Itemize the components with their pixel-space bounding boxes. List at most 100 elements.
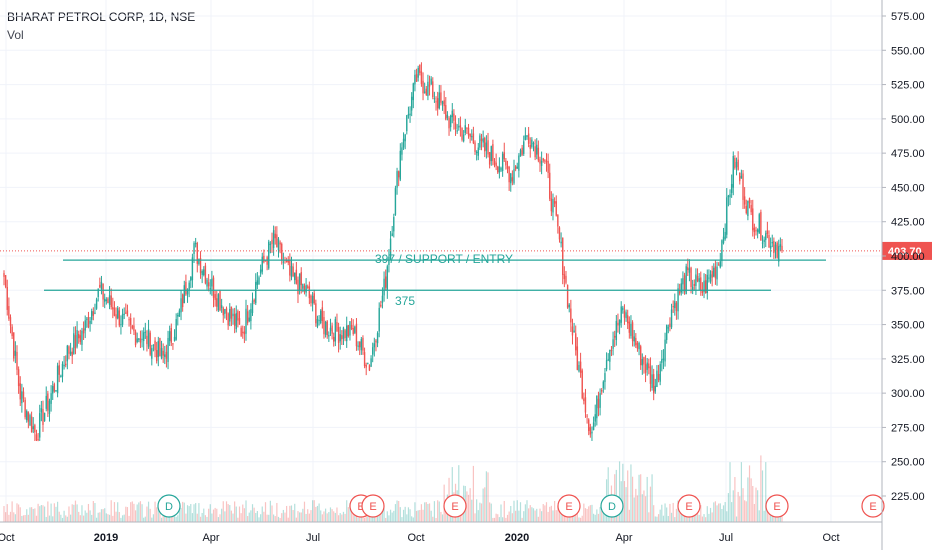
volume-bar [398,500,400,522]
dividend-marker[interactable]: D [600,494,624,518]
candle-body [220,305,223,309]
volume-bar [266,514,268,522]
candle-body [399,150,402,180]
candle-body [154,340,156,351]
candle-body [118,310,121,326]
candle-body [24,399,26,418]
candle-body [384,276,387,288]
candle-body [56,365,59,394]
volume-bar [618,461,621,522]
candle-body [422,80,424,94]
candle-body [219,291,221,311]
candle-body [441,101,444,105]
volume-bar [422,509,424,522]
volume-indicator-label[interactable]: Vol [7,28,24,42]
candle-body [368,365,371,371]
earnings-marker[interactable]: E [443,494,467,518]
candle-body [511,177,514,182]
volume-bar [623,481,626,522]
candle-body [623,311,626,318]
candle-body [440,92,442,103]
candle-body [618,319,621,326]
candle-body [630,323,632,336]
candle-body [357,345,359,347]
volume-bar [687,515,689,522]
candle-body [328,335,330,337]
candle-body [367,363,369,365]
volume-bar [217,517,219,522]
candle-body [199,257,202,274]
volume-bar [718,503,720,522]
candle-body [599,393,601,408]
candle-body [242,331,244,333]
volume-bar [752,485,754,522]
volume-bar [344,513,346,522]
candle-body [155,350,158,362]
candle-body [238,318,241,325]
candle-body [446,114,449,118]
volume-bar [237,517,239,522]
candle-body [76,330,78,347]
volume-bar [320,510,322,522]
volume-bar [391,512,393,522]
volume-bar [87,503,90,522]
volume-bar [108,514,111,522]
candle-body [396,171,398,188]
candle-body [594,414,596,422]
candle-body [656,370,658,387]
marker-circle [677,494,701,518]
candle-body [99,284,101,288]
volume-bar [186,505,189,522]
volume-bar [138,502,140,522]
volume-bar [389,509,392,522]
volume-bar [52,516,54,522]
volume-bar [657,514,660,522]
volume-bar [295,517,297,522]
volume-bar [510,505,512,522]
volume-bar [646,476,648,522]
candle-body [329,327,332,332]
volume-bar [437,500,439,522]
candle-body [485,142,488,151]
earnings-marker[interactable]: E [361,494,385,518]
marker-label: E [451,501,458,513]
candle-body [664,339,666,362]
candle-body [471,136,473,138]
candle-body [55,390,57,392]
volume-bar [276,502,278,522]
candle-body [755,230,757,232]
volume-bar [742,488,744,522]
candle-body [91,311,93,320]
volume-bar [643,490,645,522]
candle-body [32,426,34,430]
earnings-marker[interactable]: E [765,494,789,518]
volume-bar [726,511,728,522]
candle-body [359,341,361,348]
candle-body [168,331,171,341]
candle-body [133,325,135,332]
volume-bar [177,515,179,522]
volume-bar [734,477,736,522]
volume-bar [156,507,158,522]
volume-bar [24,515,26,522]
earnings-marker[interactable]: E [677,494,701,518]
volume-bar [516,500,518,522]
volume-bar [708,513,710,522]
volume-bar [214,507,216,522]
candle-body [497,166,499,173]
earnings-marker[interactable]: E [557,494,581,518]
candle-body [771,242,773,244]
volume-bar [55,506,57,522]
candle-body [331,325,333,334]
earnings-marker[interactable]: E [861,494,885,518]
volume-bar [66,516,68,522]
volume-bar [667,515,669,522]
volume-bar [8,514,10,522]
candle-body [631,322,634,342]
candle-body [320,310,322,324]
dividend-marker[interactable]: D [157,494,181,518]
candle-body [240,327,242,336]
volume-bar [529,505,531,522]
volume-bar [227,504,229,522]
